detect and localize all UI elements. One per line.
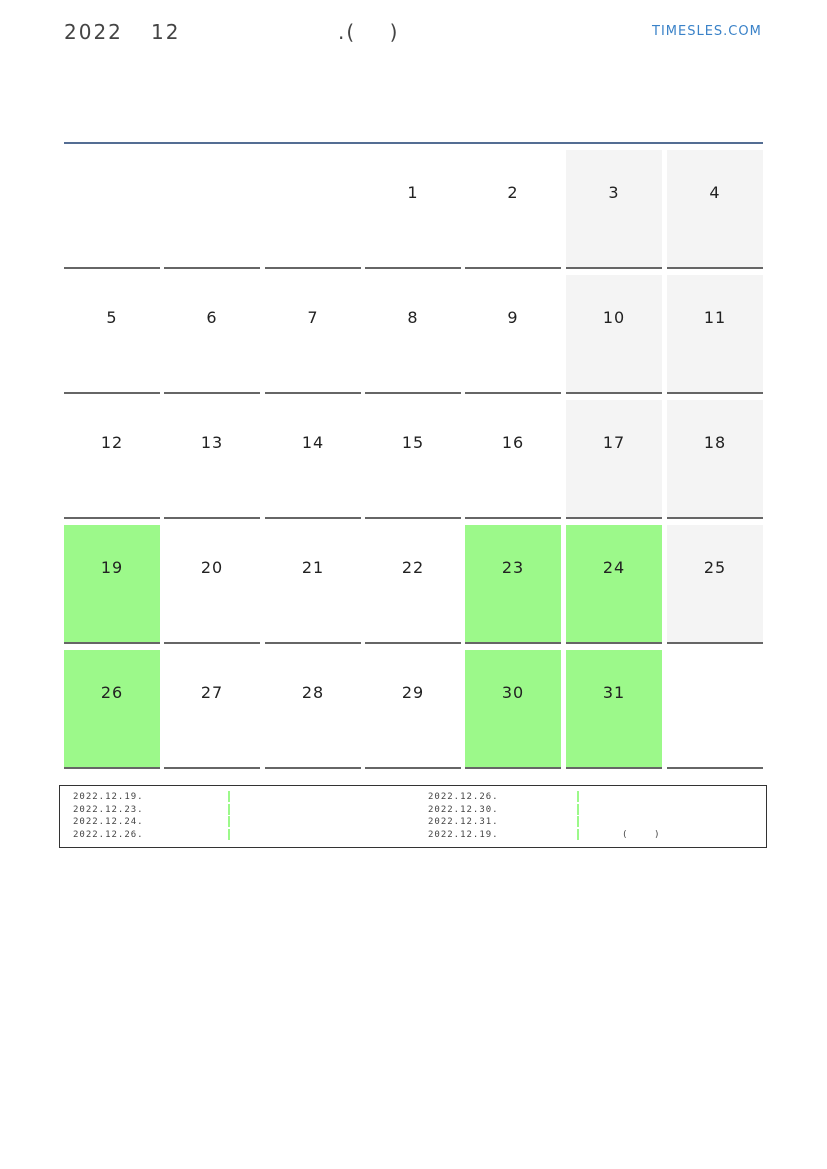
day-cell[interactable]	[164, 150, 260, 269]
day-cell[interactable]: 20	[164, 525, 260, 644]
day-number: 12	[100, 433, 124, 452]
day-number: 10	[602, 308, 626, 327]
day-number: 4	[709, 183, 721, 202]
day-cell[interactable]: 22	[365, 525, 461, 644]
legend-date: 2022.12.23.	[73, 804, 144, 815]
header-rule	[64, 142, 763, 144]
day-number: 5	[106, 308, 118, 327]
day-number: 20	[200, 558, 224, 577]
legend-highlight-marker	[577, 828, 579, 840]
legend-highlight-marker	[228, 791, 230, 802]
legend-highlight-marker	[577, 816, 579, 827]
day-number: 17	[602, 433, 626, 452]
day-number: 26	[100, 683, 124, 702]
day-cell[interactable]: 13	[164, 400, 260, 519]
day-number: 9	[507, 308, 519, 327]
day-cell[interactable]: 10	[566, 275, 662, 394]
day-cell[interactable]: 1	[365, 150, 461, 269]
day-number: 6	[206, 308, 218, 327]
day-cell[interactable]: 31	[566, 650, 662, 769]
legend-date: 2022.12.24.	[73, 817, 144, 827]
day-cell[interactable]: 27	[164, 650, 260, 769]
day-number: 29	[401, 683, 425, 702]
day-cell[interactable]: 19	[64, 525, 160, 644]
day-number: 21	[301, 558, 325, 577]
day-number: 19	[100, 558, 124, 577]
day-number: 24	[602, 558, 626, 577]
day-cell[interactable]: 24	[566, 525, 662, 644]
day-cell[interactable]: 17	[566, 400, 662, 519]
day-cell[interactable]: 8	[365, 275, 461, 394]
day-number: 25	[703, 558, 727, 577]
day-number: 23	[501, 558, 525, 577]
day-number: 7	[307, 308, 319, 327]
day-cell[interactable]: 26	[64, 650, 160, 769]
legend-date: 2022.12.30.	[428, 804, 499, 815]
day-cell[interactable]: 7	[265, 275, 361, 394]
legend-date: 2022.12.19.	[428, 829, 499, 840]
legend-note: ( )	[622, 830, 661, 840]
day-cell[interactable]: 3	[566, 150, 662, 269]
day-cell[interactable]: 16	[465, 400, 561, 519]
title-fragment: .( )	[338, 20, 400, 44]
day-cell[interactable]	[64, 150, 160, 269]
day-cell[interactable]: 6	[164, 275, 260, 394]
day-number: 14	[301, 433, 325, 452]
day-number: 11	[703, 308, 727, 327]
day-cell[interactable]: 23	[465, 525, 561, 644]
day-cell[interactable]: 21	[265, 525, 361, 644]
day-cell[interactable]: 28	[265, 650, 361, 769]
day-cell[interactable]: 12	[64, 400, 160, 519]
day-cell[interactable]: 11	[667, 275, 763, 394]
day-cell[interactable]: 14	[265, 400, 361, 519]
day-cell[interactable]: 9	[465, 275, 561, 394]
day-cell[interactable]: 29	[365, 650, 461, 769]
day-cell[interactable]: 30	[465, 650, 561, 769]
day-number: 1	[407, 183, 419, 202]
legend-highlight-marker	[228, 828, 230, 840]
day-number: 3	[608, 183, 620, 202]
legend-date: 2022.12.26.	[428, 792, 499, 802]
day-cell[interactable]: 5	[64, 275, 160, 394]
legend-date: 2022.12.31.	[428, 817, 499, 827]
day-cell[interactable]: 15	[365, 400, 461, 519]
day-number: 16	[501, 433, 525, 452]
day-cell[interactable]: 18	[667, 400, 763, 519]
year-title: 2022	[64, 20, 123, 44]
day-cell[interactable]: 2	[465, 150, 561, 269]
day-cell[interactable]: 4	[667, 150, 763, 269]
legend-date: 2022.12.26.	[73, 829, 144, 840]
legend-highlight-marker	[228, 816, 230, 827]
day-number: 18	[703, 433, 727, 452]
day-number: 2	[507, 183, 519, 202]
day-number: 15	[401, 433, 425, 452]
day-cell[interactable]	[667, 650, 763, 769]
legend-highlight-marker	[228, 803, 230, 815]
day-number: 8	[407, 308, 419, 327]
brand-link[interactable]: TIMESLES.COM	[652, 24, 762, 39]
legend-box: 2022.12.19. 2022.12.23. 2022.12.24. 2022.12…	[59, 785, 767, 848]
legend-highlight-marker	[577, 791, 579, 802]
month-title: 12	[151, 20, 181, 44]
day-cell[interactable]: 25	[667, 525, 763, 644]
day-number: 31	[602, 683, 626, 702]
legend-date: 2022.12.19.	[73, 792, 144, 802]
day-number: 28	[301, 683, 325, 702]
day-number: 30	[501, 683, 525, 702]
day-number: 22	[401, 558, 425, 577]
day-number: 13	[200, 433, 224, 452]
day-number: 27	[200, 683, 224, 702]
legend-highlight-marker	[577, 803, 579, 815]
day-cell[interactable]	[265, 150, 361, 269]
